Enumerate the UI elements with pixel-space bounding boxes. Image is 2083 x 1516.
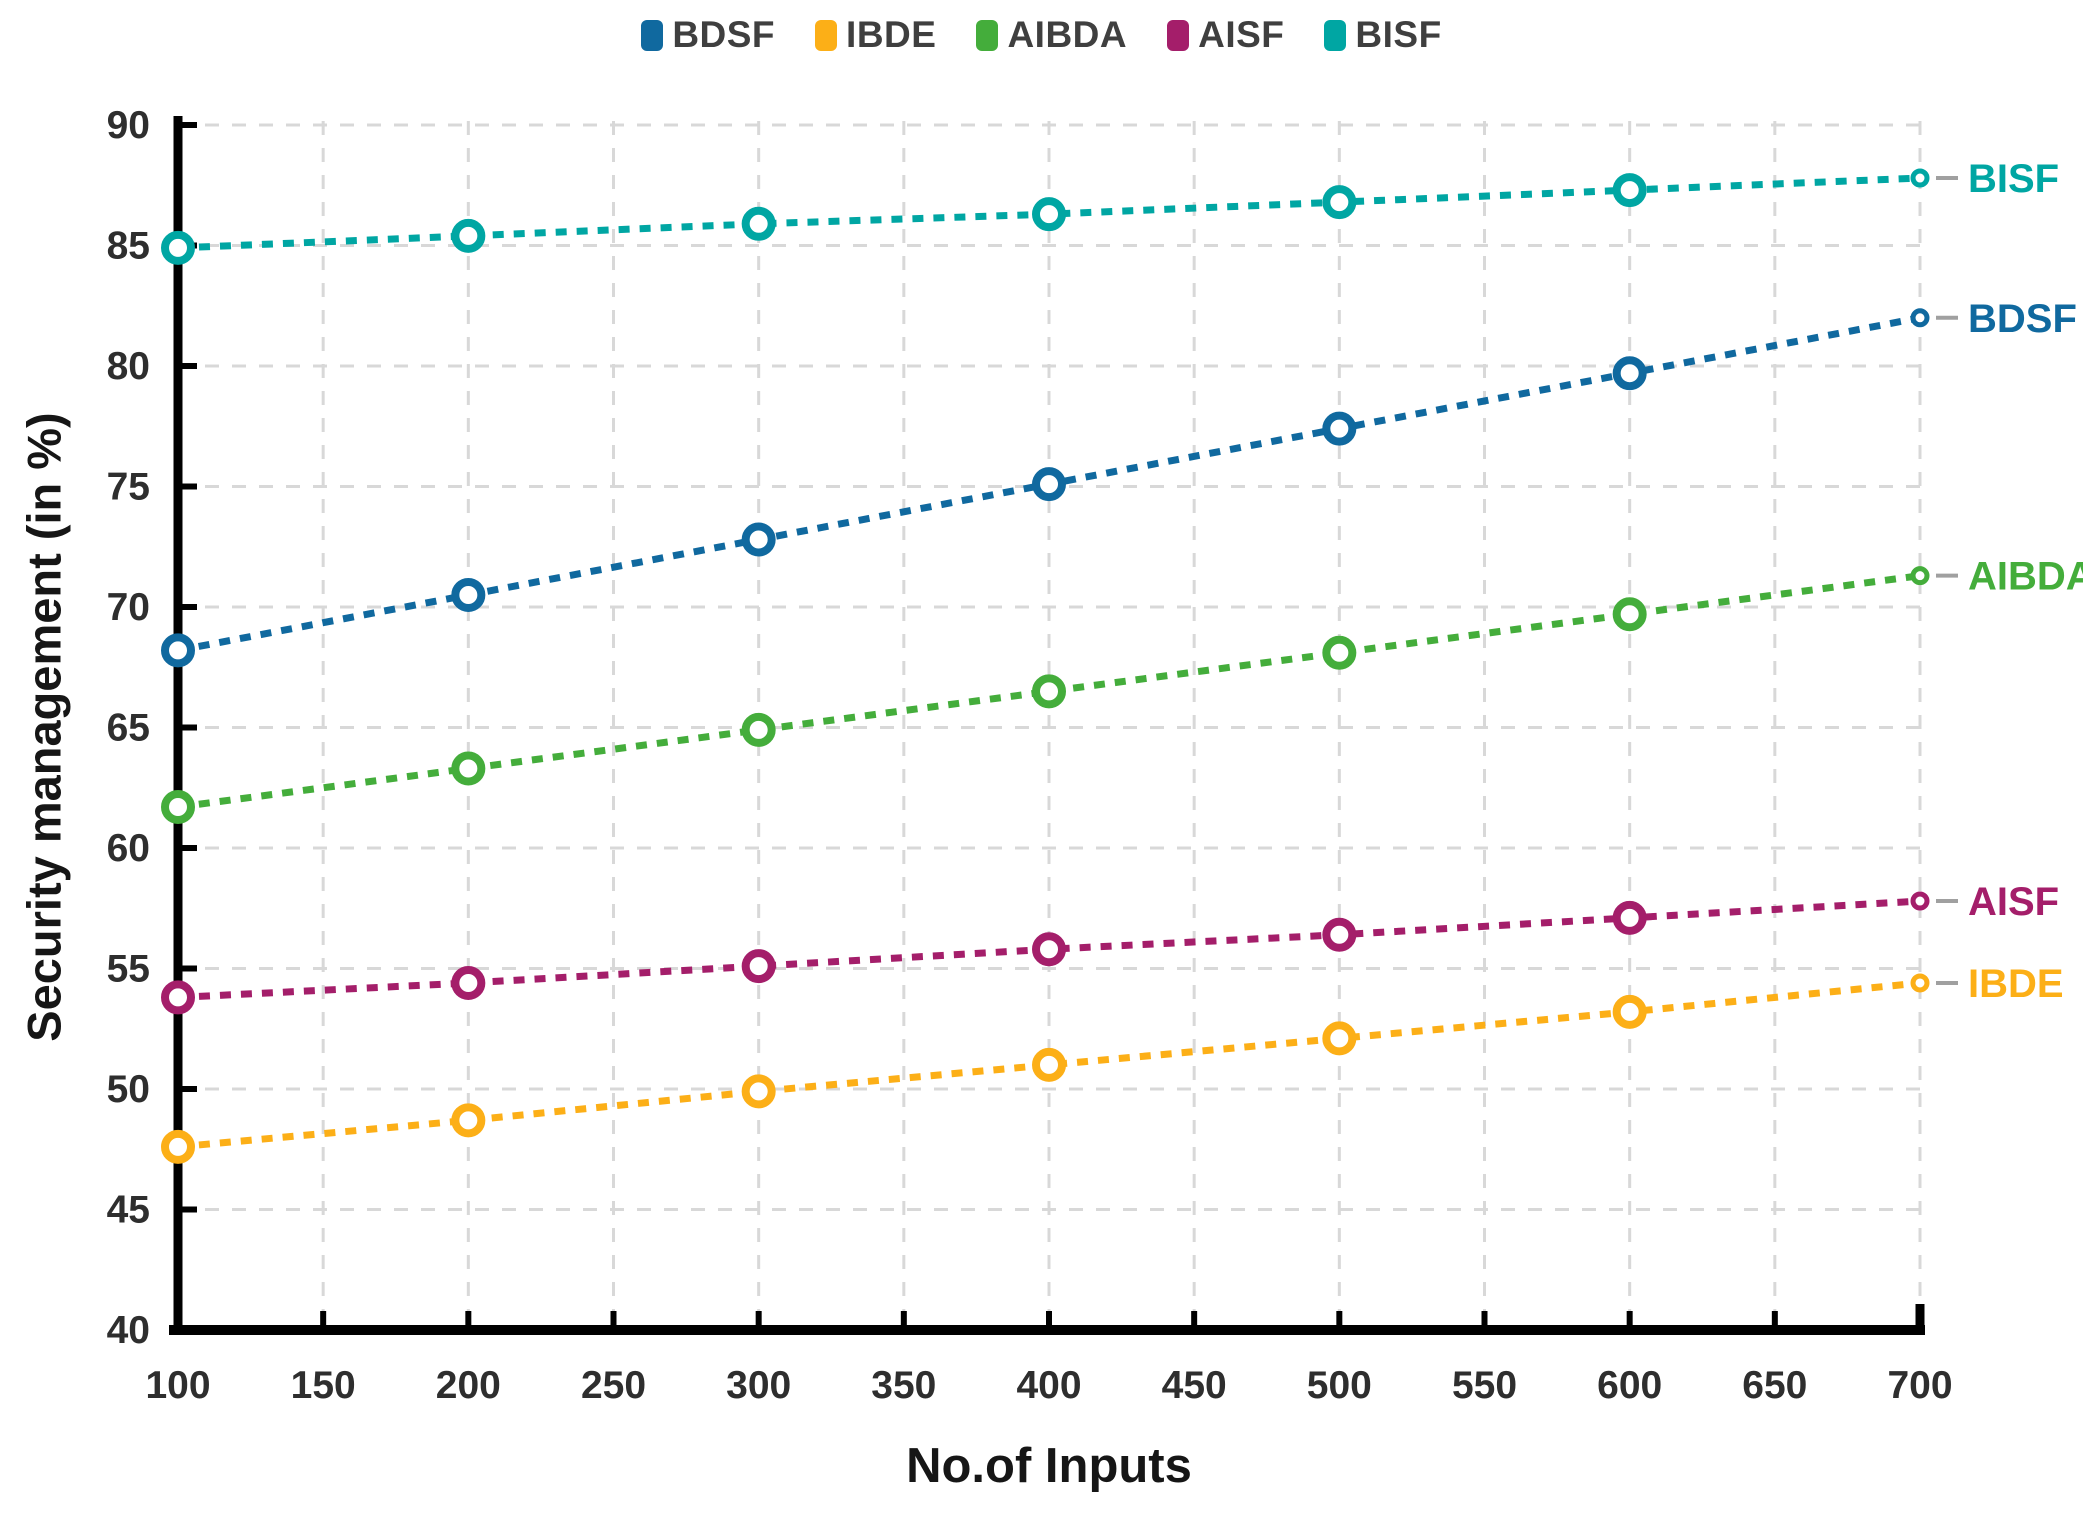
y-tick-label-50: 50	[107, 1068, 150, 1111]
marker-ibde-100	[161, 1129, 195, 1164]
series-end-label-bdsf: BDSF	[1968, 297, 2077, 341]
x-tick-label-100: 100	[145, 1364, 210, 1407]
x-tick-label-650: 650	[1742, 1364, 1807, 1407]
y-tick-label-75: 75	[107, 466, 150, 509]
marker-bisf-300	[741, 206, 776, 241]
y-tick-label-70: 70	[107, 586, 150, 629]
marker-ibde-200	[451, 1103, 486, 1138]
x-axis-title: No.of Inputs	[906, 1439, 1192, 1493]
legend-item-aisf: AISF	[1167, 14, 1284, 56]
marker-aisf-100	[161, 980, 195, 1015]
series-end-label-ibde: IBDE	[1968, 962, 2064, 1006]
x-tick-label-250: 250	[581, 1364, 646, 1407]
marker-ibde-600	[1612, 994, 1647, 1029]
marker-bisf-200	[451, 218, 486, 253]
marker-ibde-700	[1910, 973, 1930, 993]
legend-swatch-aisf	[1167, 19, 1190, 51]
legend-label-bisf: BISF	[1355, 14, 1442, 55]
marker-aibda-600	[1612, 597, 1647, 632]
x-tick-label-300: 300	[726, 1364, 791, 1407]
marker-bdsf-600	[1612, 356, 1647, 391]
marker-aisf-700	[1910, 891, 1930, 911]
marker-bdsf-400	[1032, 467, 1066, 502]
marker-bisf-500	[1322, 185, 1357, 220]
y-tick-label-90: 90	[107, 104, 150, 147]
marker-bisf-100	[161, 230, 195, 265]
x-tick-label-150: 150	[291, 1364, 356, 1407]
x-tick-label-600: 600	[1597, 1364, 1662, 1407]
marker-aibda-700	[1910, 566, 1930, 586]
y-tick-label-55: 55	[107, 948, 150, 991]
x-tick-label-200: 200	[436, 1364, 501, 1407]
x-tick-label-700: 700	[1887, 1364, 1952, 1407]
y-tick-label-85: 85	[107, 225, 150, 268]
marker-aibda-100	[161, 790, 195, 825]
marker-aibda-500	[1322, 635, 1357, 670]
marker-bisf-700	[1910, 168, 1930, 188]
y-tick-label-45: 45	[107, 1189, 150, 1232]
marker-bdsf-500	[1322, 411, 1357, 446]
legend-label-aisf: AISF	[1198, 14, 1285, 55]
marker-ibde-400	[1032, 1047, 1066, 1082]
marker-aibda-300	[741, 712, 776, 747]
marker-aibda-200	[451, 751, 486, 786]
marker-ibde-300	[741, 1074, 776, 1109]
legend-label-ibde: IBDE	[846, 14, 937, 55]
legend-item-ibde: IBDE	[815, 14, 936, 56]
y-tick-label-40: 40	[107, 1309, 150, 1352]
y-tick-label-60: 60	[107, 827, 150, 870]
legend-swatch-aibda	[976, 19, 999, 51]
legend-label-aibda: AIBDA	[1007, 14, 1128, 55]
y-tick-label-80: 80	[107, 345, 150, 388]
legend-swatch-bdsf	[641, 19, 664, 51]
x-tick-label-400: 400	[1016, 1364, 1081, 1407]
chart-legend: BDSF IBDE AIBDA AISF BISF	[0, 6, 2083, 64]
legend-item-aibda: AIBDA	[976, 14, 1127, 56]
series-end-label-aisf: AISF	[1968, 880, 2059, 924]
marker-bdsf-300	[741, 522, 776, 557]
marker-aibda-400	[1032, 674, 1066, 709]
marker-aisf-400	[1032, 932, 1066, 967]
y-tick-label-65: 65	[107, 707, 150, 750]
marker-aisf-200	[451, 965, 486, 1000]
marker-ibde-500	[1322, 1021, 1357, 1056]
marker-bdsf-100	[161, 633, 195, 668]
legend-swatch-bisf	[1324, 19, 1347, 51]
series-end-label-aibda: AIBDA	[1968, 555, 2083, 599]
marker-bdsf-700	[1910, 308, 1930, 328]
marker-aisf-300	[741, 949, 776, 984]
legend-item-bisf: BISF	[1324, 14, 1441, 56]
series-end-label-bisf: BISF	[1968, 157, 2059, 201]
legend-item-bdsf: BDSF	[641, 14, 775, 56]
x-tick-label-350: 350	[871, 1364, 936, 1407]
x-tick-label-550: 550	[1452, 1364, 1517, 1407]
x-tick-label-450: 450	[1162, 1364, 1227, 1407]
marker-bisf-400	[1032, 197, 1066, 232]
legend-swatch-ibde	[815, 19, 838, 51]
marker-bisf-600	[1612, 173, 1647, 208]
marker-aisf-500	[1322, 917, 1357, 952]
marker-aisf-600	[1612, 900, 1647, 935]
legend-label-bdsf: BDSF	[672, 14, 776, 55]
marker-bdsf-200	[451, 577, 486, 612]
x-tick-label-500: 500	[1307, 1364, 1372, 1407]
